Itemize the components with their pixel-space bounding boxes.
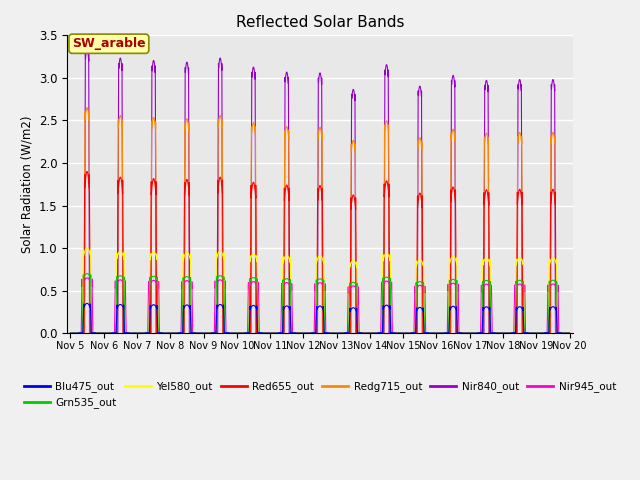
Title: Reflected Solar Bands: Reflected Solar Bands xyxy=(236,15,404,30)
Legend: Blu475_out, Grn535_out, Yel580_out, Red655_out, Redg715_out, Nir840_out, Nir945_: Blu475_out, Grn535_out, Yel580_out, Red6… xyxy=(20,377,620,412)
Text: SW_arable: SW_arable xyxy=(72,37,146,50)
Y-axis label: Solar Radiation (W/m2): Solar Radiation (W/m2) xyxy=(20,116,33,253)
